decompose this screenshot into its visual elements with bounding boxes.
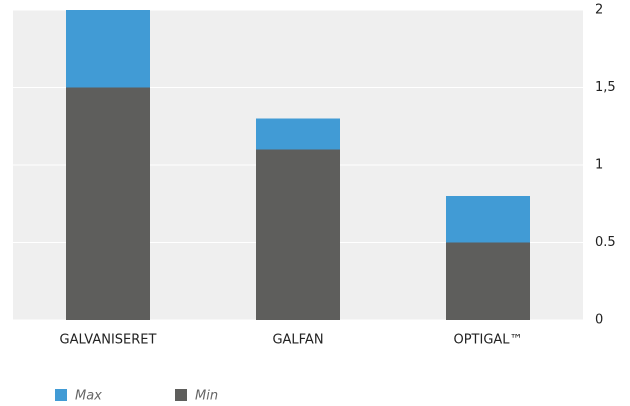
- y-tick-label: 1: [595, 158, 603, 173]
- y-tick-label: 0.5: [595, 235, 616, 250]
- bar-segment: [446, 196, 530, 243]
- legend-swatch: [55, 389, 67, 401]
- legend-label: Min: [195, 389, 218, 404]
- y-tick-label: 1,5: [595, 80, 616, 95]
- bar-segment: [66, 10, 150, 88]
- y-tick-label: 0: [595, 313, 603, 328]
- bar-segment: [256, 118, 340, 150]
- legend-swatch: [175, 389, 187, 401]
- legend-label: Max: [75, 389, 102, 404]
- bar-segment: [66, 87, 150, 320]
- x-tick-label: OPTIGAL™: [453, 333, 522, 348]
- x-tick-label: GALFAN: [272, 333, 323, 348]
- x-tick-label: GALVANISERET: [60, 333, 157, 348]
- bar-segment: [446, 242, 530, 320]
- bar-segment: [256, 149, 340, 320]
- y-tick-label: 2: [595, 3, 603, 18]
